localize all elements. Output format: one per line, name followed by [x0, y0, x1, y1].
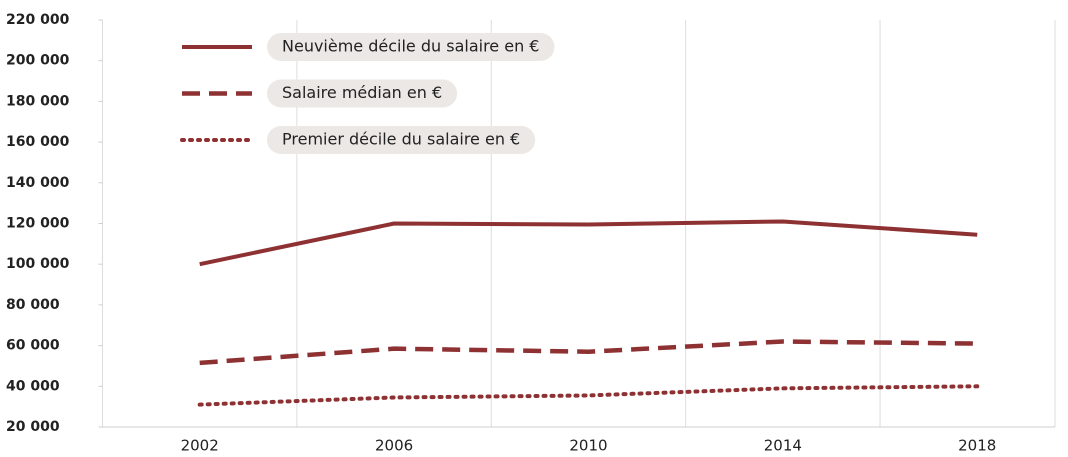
series-line [199, 219, 978, 267]
y-tick-label: 120 000 [6, 216, 70, 232]
x-tick-label: 2018 [958, 437, 996, 455]
y-tick-label: 200 000 [6, 53, 70, 69]
legend-pill [267, 126, 536, 154]
y-tick-label: 20 000 [6, 419, 60, 435]
legend-pill [267, 79, 458, 108]
y-tick-label: 100 000 [6, 256, 70, 272]
y-tick-label: 80 000 [6, 297, 60, 313]
x-tick-label: 2014 [764, 437, 802, 455]
y-tick-label: 180 000 [6, 93, 70, 109]
y-tick-label: 60 000 [6, 338, 60, 354]
series-line [199, 339, 978, 366]
y-tick-label: 220 000 [6, 12, 70, 28]
x-tick-label: 2002 [181, 437, 219, 455]
x-tick-label: 2010 [569, 437, 607, 455]
series-line [197, 384, 980, 407]
x-tick-label: 2006 [375, 437, 413, 455]
legend-label: Salaire médian en € [282, 83, 442, 102]
y-tick-label: 40 000 [6, 378, 60, 394]
legend-label: Neuvième décile du salaire en € [282, 37, 539, 56]
legend-label: Premier décile du salaire en € [282, 130, 520, 149]
y-tick-label: 160 000 [6, 134, 70, 150]
y-tick-label: 140 000 [6, 175, 70, 191]
legend-pill [267, 33, 555, 61]
